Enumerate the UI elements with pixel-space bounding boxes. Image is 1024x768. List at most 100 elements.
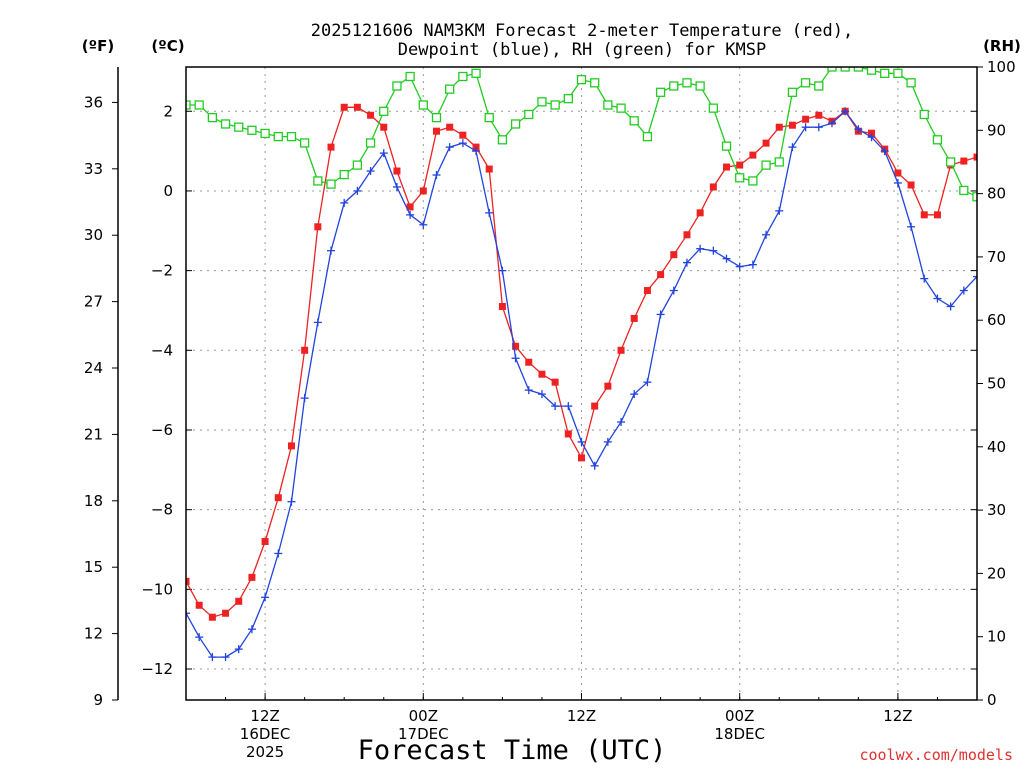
dewpoint-point bbox=[537, 390, 546, 399]
dewpoint-point bbox=[590, 461, 599, 470]
rh-unit-label: (RH) bbox=[983, 37, 1021, 55]
temperature-point bbox=[657, 271, 665, 279]
temperature-point bbox=[512, 342, 520, 350]
dewpoint-point bbox=[379, 149, 388, 158]
temperature-point bbox=[973, 153, 977, 161]
dewpoint-point bbox=[722, 254, 731, 263]
celsius-axis-ticks: −12 −10 −8 −6 −4 −2 0 2 bbox=[141, 102, 977, 678]
rh-point bbox=[379, 106, 389, 116]
rh-point bbox=[708, 103, 718, 113]
temperature-point bbox=[736, 161, 744, 169]
rh-point bbox=[445, 84, 455, 94]
dewpoint-point bbox=[511, 354, 520, 363]
temperature-point bbox=[591, 402, 599, 410]
dewpoint-point bbox=[682, 258, 691, 267]
c-tick-label: −12 bbox=[141, 660, 173, 678]
rh-point bbox=[814, 81, 824, 91]
rh-point bbox=[735, 173, 745, 183]
rh-tick-label: 10 bbox=[987, 628, 1006, 646]
rh-point bbox=[655, 87, 666, 97]
dewpoint-point bbox=[551, 402, 560, 411]
dewpoint-point bbox=[419, 220, 428, 229]
f-tick-label: 27 bbox=[84, 293, 103, 311]
dewpoint-point bbox=[327, 246, 336, 255]
time-tick-label: 00Z bbox=[725, 707, 754, 725]
dewpoint-point bbox=[920, 274, 929, 283]
chart-title-line-2: Dewpoint (blue), RH (green) for KMSP bbox=[398, 40, 766, 60]
temperature-point bbox=[630, 314, 638, 322]
dewpoint-point bbox=[867, 133, 876, 142]
temperature-point bbox=[749, 151, 757, 159]
f-tick-label: 18 bbox=[84, 492, 103, 510]
rh-point bbox=[220, 119, 231, 129]
temperature-point bbox=[222, 609, 230, 617]
dewpoint-point bbox=[287, 497, 296, 506]
temperature-point bbox=[907, 181, 915, 189]
temperature-point bbox=[459, 131, 467, 139]
dewpoint-point bbox=[762, 230, 771, 239]
dewpoint-point bbox=[748, 260, 757, 269]
rh-point bbox=[616, 103, 626, 113]
temperature-point bbox=[261, 538, 269, 546]
dewpoint-point bbox=[445, 143, 454, 152]
temperature-point bbox=[643, 287, 651, 295]
temperature-point bbox=[920, 211, 928, 219]
rh-point bbox=[682, 78, 692, 88]
dewpoint-point bbox=[827, 119, 836, 128]
rh-point bbox=[247, 125, 257, 135]
temperature-point bbox=[815, 111, 823, 119]
temperature-point bbox=[775, 123, 783, 131]
f-tick-label: 12 bbox=[84, 625, 103, 643]
rh-point bbox=[326, 179, 336, 189]
f-tick-label: 30 bbox=[84, 226, 103, 244]
temperature-point bbox=[248, 573, 256, 581]
dewpoint-point bbox=[893, 178, 902, 187]
dewpoint-point bbox=[208, 653, 217, 662]
dewpoint-point bbox=[564, 402, 573, 411]
time-tick-label: 12Z bbox=[567, 707, 596, 725]
temperature-point bbox=[327, 143, 335, 151]
temperature-point bbox=[406, 203, 414, 211]
f-tick-label: 24 bbox=[84, 359, 103, 377]
dewpoint-point bbox=[959, 286, 968, 295]
dewpoint-point bbox=[313, 318, 322, 327]
x-axis-label: Forecast Time (UTC) bbox=[358, 735, 667, 766]
time-tick-label: 16DEC bbox=[240, 725, 291, 743]
rh-point bbox=[286, 131, 297, 142]
temperature-point bbox=[419, 187, 427, 195]
rh-point bbox=[260, 128, 270, 139]
rh-tick-label: 60 bbox=[987, 311, 1006, 329]
dewpoint-point bbox=[735, 262, 744, 271]
c-tick-label: −2 bbox=[151, 262, 173, 280]
rh-point bbox=[234, 122, 244, 132]
rh-point bbox=[186, 100, 191, 110]
dewpoint-point bbox=[524, 386, 533, 395]
f-tick-label: 36 bbox=[84, 93, 103, 111]
temperature-point bbox=[564, 430, 572, 438]
temperature-point bbox=[235, 597, 243, 605]
rh-point bbox=[392, 81, 402, 91]
dewpoint-point bbox=[709, 246, 718, 255]
rh-tick-label: 0 bbox=[987, 691, 997, 709]
f-tick-label: 21 bbox=[84, 425, 103, 443]
rh-point bbox=[537, 97, 547, 107]
time-tick-label: 18DEC bbox=[714, 725, 765, 743]
rh-point bbox=[721, 141, 732, 151]
f-tick-label: 9 bbox=[93, 691, 103, 709]
rh-tick-label: 90 bbox=[987, 121, 1006, 139]
rh-point bbox=[774, 157, 784, 167]
rh-point bbox=[365, 138, 376, 148]
temperature-point bbox=[802, 115, 810, 123]
dewpoint-point bbox=[498, 266, 507, 275]
temperature-point bbox=[578, 454, 585, 462]
temperature-point bbox=[683, 231, 691, 239]
temperature-point bbox=[933, 211, 941, 219]
rh-tick-label: 80 bbox=[987, 185, 1006, 203]
dewpoint-point bbox=[221, 653, 230, 662]
rh-point bbox=[405, 71, 415, 82]
dewpoint-point bbox=[366, 167, 375, 176]
dewpoint-point bbox=[432, 171, 441, 180]
rh-point bbox=[194, 100, 204, 110]
temperature-point bbox=[960, 157, 968, 165]
